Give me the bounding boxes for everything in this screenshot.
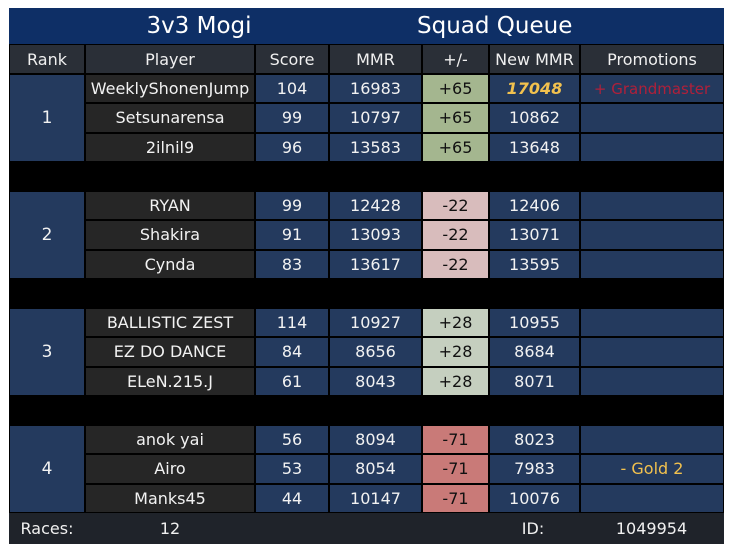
player-score: 84 [255, 337, 329, 367]
promotion [580, 191, 724, 221]
promotion [580, 220, 724, 250]
mmr-change: -22 [422, 220, 489, 250]
player-name: BALLISTIC ZEST [85, 308, 255, 338]
new-mmr: 17048 [489, 74, 580, 104]
races-value: 12 [159, 519, 181, 538]
player-name: 2ilnil9 [85, 132, 255, 162]
new-mmr: 8684 [489, 337, 580, 367]
footer-bar [9, 513, 724, 544]
promotion: - Gold 2 [580, 454, 724, 484]
player-mmr: 16983 [329, 74, 422, 104]
races-label: Races: [20, 519, 74, 538]
mmr-change: +65 [422, 103, 489, 133]
player-mmr: 13093 [329, 220, 422, 250]
player-score: 104 [255, 74, 329, 104]
new-mmr: 8071 [489, 366, 580, 396]
player-score: 114 [255, 308, 329, 338]
column-header-rank: Rank [9, 44, 85, 74]
player-name: Cynda [85, 249, 255, 279]
promotion [580, 249, 724, 279]
promotion [580, 132, 724, 162]
player-score: 44 [255, 483, 329, 513]
player-score: 96 [255, 132, 329, 162]
promotion [580, 337, 724, 367]
player-mmr: 8656 [329, 337, 422, 367]
promotion [580, 103, 724, 133]
column-header-mmr: MMR [329, 44, 422, 74]
mmr-change: -22 [422, 191, 489, 221]
new-mmr: 7983 [489, 454, 580, 484]
player-name: Airo [85, 454, 255, 484]
player-name: Shakira [85, 220, 255, 250]
player-mmr: 13617 [329, 249, 422, 279]
player-score: 83 [255, 249, 329, 279]
player-name: anok yai [85, 425, 255, 455]
promotion [580, 366, 724, 396]
promotion [580, 483, 724, 513]
player-score: 53 [255, 454, 329, 484]
new-mmr: 10862 [489, 103, 580, 133]
promotion: + Grandmaster [580, 74, 724, 104]
player-name: Setsunarensa [85, 103, 255, 133]
id-value: 1049954 [615, 519, 688, 538]
new-mmr: 13648 [489, 132, 580, 162]
column-header-promotions: Promotions [580, 44, 724, 74]
team-rank: 1 [9, 74, 85, 162]
mmr-change: -22 [422, 249, 489, 279]
player-name: EZ DO DANCE [85, 337, 255, 367]
promotion [580, 308, 724, 338]
column-header-player: Player [85, 44, 255, 74]
player-mmr: 13583 [329, 132, 422, 162]
new-mmr: 12406 [489, 191, 580, 221]
promotion [580, 425, 724, 455]
mmr-change: +28 [422, 308, 489, 338]
player-score: 99 [255, 103, 329, 133]
player-score: 61 [255, 366, 329, 396]
results-table: 3v3 Mogi Squad Queue Rank Player Score MMR +… [9, 8, 724, 544]
mmr-change: -71 [422, 454, 489, 484]
new-mmr: 13595 [489, 249, 580, 279]
player-mmr: 12428 [329, 191, 422, 221]
queue-title: Squad Queue [389, 8, 724, 44]
player-mmr: 8054 [329, 454, 422, 484]
mmr-change: -71 [422, 483, 489, 513]
player-mmr: 10797 [329, 103, 422, 133]
player-score: 99 [255, 191, 329, 221]
id-label: ID: [521, 519, 545, 538]
mmr-change: +28 [422, 366, 489, 396]
event-title: 3v3 Mogi [9, 8, 389, 44]
player-name: Manks45 [85, 483, 255, 513]
player-name: ELeN.215.J [85, 366, 255, 396]
mmr-change: +65 [422, 132, 489, 162]
mmr-change: +65 [422, 74, 489, 104]
column-header-delta: +/- [422, 44, 489, 74]
new-mmr: 10955 [489, 308, 580, 338]
team-rank: 3 [9, 308, 85, 396]
player-name: WeeklyShonenJump [85, 74, 255, 104]
team-rank: 2 [9, 191, 85, 279]
new-mmr: 10076 [489, 483, 580, 513]
mmr-change: -71 [422, 425, 489, 455]
column-header-score: Score [255, 44, 329, 74]
mmr-change: +28 [422, 337, 489, 367]
player-mmr: 10927 [329, 308, 422, 338]
player-mmr: 8043 [329, 366, 422, 396]
player-name: RYAN [85, 191, 255, 221]
player-score: 56 [255, 425, 329, 455]
team-rank: 4 [9, 425, 85, 513]
player-mmr: 10147 [329, 483, 422, 513]
player-mmr: 8094 [329, 425, 422, 455]
new-mmr: 8023 [489, 425, 580, 455]
new-mmr: 13071 [489, 220, 580, 250]
player-score: 91 [255, 220, 329, 250]
column-header-new-mmr: New MMR [489, 44, 580, 74]
